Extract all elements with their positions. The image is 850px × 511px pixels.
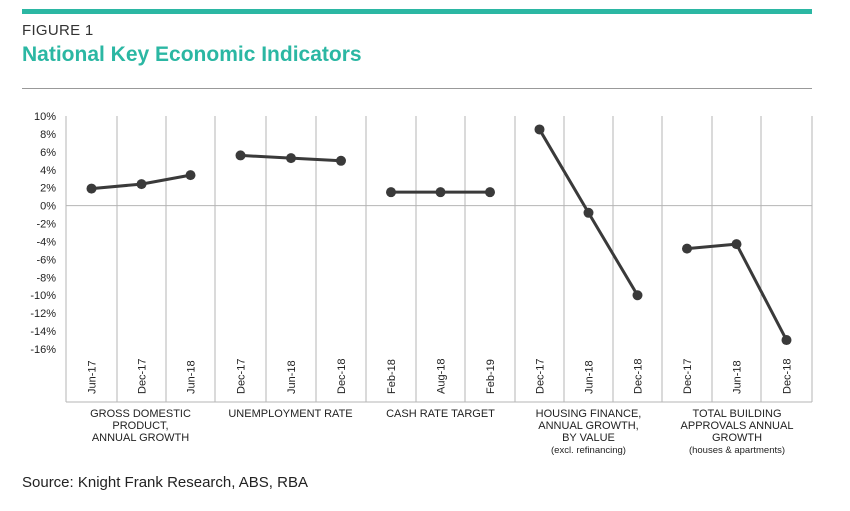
top-accent-rule <box>22 9 812 14</box>
y-tick-label: -12% <box>30 308 56 320</box>
figure-title: National Key Economic Indicators <box>22 43 362 66</box>
y-tick-label: -14% <box>30 326 56 338</box>
x-tick-label: Dec-18 <box>633 359 645 394</box>
data-point <box>235 150 246 161</box>
x-tick-label: Feb-18 <box>386 359 398 394</box>
x-tick-label: Jun-18 <box>732 360 744 394</box>
data-point <box>534 124 545 135</box>
data-point <box>781 335 792 346</box>
data-point <box>485 187 495 198</box>
data-point <box>583 207 594 218</box>
data-point <box>185 170 196 181</box>
y-axis-tick-labels: 10% 8% 6% 4% 2% 0% -2% -4% -6% -8% -10% -12% -14% -16… <box>30 111 56 356</box>
panel-label-line: APPROVALS ANNUAL <box>681 420 794 432</box>
y-tick-label: 6% <box>40 147 56 159</box>
panel-label-note: (excl. refinancing) <box>551 445 626 456</box>
panel-label-line: ANNUAL GROWTH <box>92 432 189 444</box>
x-tick-label: Jun-18 <box>186 360 198 394</box>
x-tick-label: Feb-19 <box>485 359 497 394</box>
data-point <box>386 187 396 198</box>
y-tick-label: 8% <box>40 129 56 141</box>
panel-label-line: UNEMPLOYMENT RATE <box>228 408 352 420</box>
y-tick-label: 2% <box>40 183 56 195</box>
panel-label-line: PRODUCT, <box>112 420 168 432</box>
panel-label-line: TOTAL BUILDING <box>692 408 781 420</box>
y-tick-label: -8% <box>36 272 56 284</box>
y-tick-label: -4% <box>36 236 56 248</box>
panel-label-line: BY VALUE <box>562 432 615 444</box>
data-point <box>136 179 147 190</box>
y-tick-label: 4% <box>40 165 56 177</box>
x-tick-label: Dec-18 <box>782 359 794 394</box>
data-point <box>86 183 97 194</box>
source-note: Source: Knight Frank Research, ABS, RBA <box>22 474 308 491</box>
panel-label-note: (houses & apartments) <box>689 445 785 456</box>
panel-label-line: ANNUAL GROWTH, <box>538 420 638 432</box>
x-tick-label: Dec-17 <box>682 359 694 394</box>
y-tick-label: -6% <box>36 254 56 266</box>
data-point <box>286 153 296 164</box>
y-tick-label: -2% <box>36 219 56 231</box>
x-tick-label: Jun-17 <box>87 360 99 394</box>
figure-label: FIGURE 1 <box>22 22 94 39</box>
x-tick-label: Aug-18 <box>436 359 448 394</box>
y-tick-label: 10% <box>34 111 56 123</box>
y-tick-label: -10% <box>30 290 56 302</box>
series-layer <box>86 124 792 346</box>
data-point <box>336 155 346 166</box>
x-tick-label: Dec-17 <box>137 359 149 394</box>
x-tick-label: Dec-17 <box>236 359 248 394</box>
y-tick-label: -16% <box>30 344 56 356</box>
x-tick-label: Dec-18 <box>336 359 348 394</box>
panel-label-line: GROWTH <box>712 432 762 444</box>
data-point <box>731 239 742 250</box>
panel-label-line: HOUSING FINANCE, <box>536 408 642 420</box>
series-line-panel-5 <box>686 242 788 341</box>
data-point <box>435 187 446 198</box>
panel-label-line: CASH RATE TARGET <box>386 408 495 420</box>
data-point <box>632 290 643 301</box>
title-divider <box>22 88 812 89</box>
panel-label-line: GROSS DOMESTIC <box>90 408 191 420</box>
x-tick-label: Dec-17 <box>535 359 547 394</box>
y-tick-label: 0% <box>40 201 56 213</box>
x-tick-label: Jun-18 <box>286 360 298 394</box>
x-tick-label: Jun-18 <box>584 360 596 394</box>
x-axis-tick-labels: Jun-17 Dec-17 Jun-18 Dec-17 Jun-18 Dec-18 Feb-… <box>87 359 794 394</box>
grid-layer <box>65 116 813 403</box>
data-point <box>682 243 692 254</box>
